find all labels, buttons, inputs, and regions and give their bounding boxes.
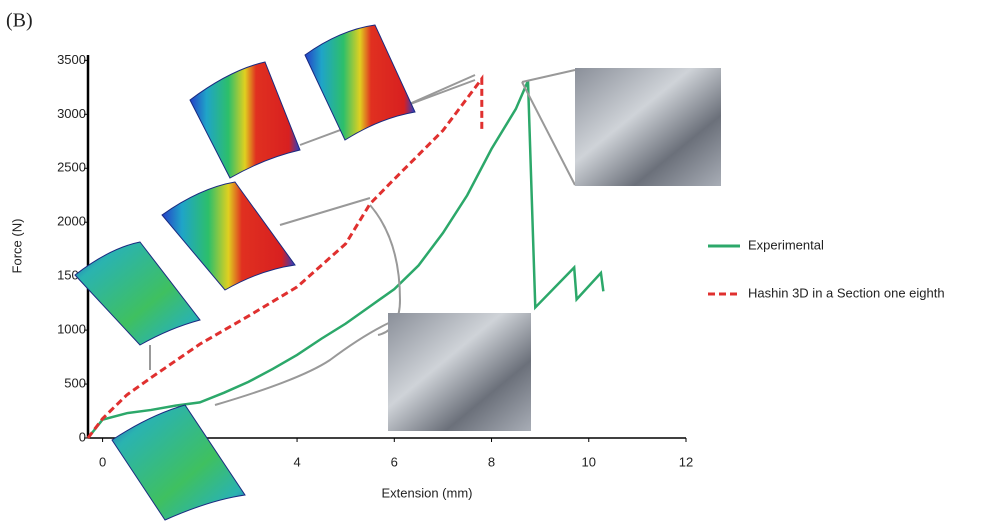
y-tick-label: 2500 — [57, 160, 86, 175]
x-tick-label: 6 — [391, 454, 398, 469]
x-axis-label: Extension (mm) — [381, 485, 472, 500]
figure: (B) 050010001500200025003000350002468101… — [0, 0, 988, 527]
x-tick-label: 10 — [582, 454, 596, 469]
x-tick-label: 4 — [293, 454, 300, 469]
y-tick-label: 2000 — [57, 214, 86, 229]
x-tick-label: 0 — [99, 454, 106, 469]
legend-label: Experimental — [748, 237, 824, 252]
legend-label: Hashin 3D in a Section one eighth — [748, 285, 945, 300]
y-tick-label: 3500 — [57, 52, 86, 67]
y-tick-label: 1000 — [57, 322, 86, 337]
y-tick-label: 500 — [64, 375, 86, 390]
y-tick-label: 0 — [79, 429, 86, 444]
y-axis-label: Force (N) — [9, 219, 24, 274]
panel-label: (B) — [6, 10, 33, 32]
insets — [75, 25, 721, 520]
x-tick-label: 12 — [679, 454, 693, 469]
y-tick-label: 3000 — [57, 106, 86, 121]
x-tick-label: 8 — [488, 454, 495, 469]
